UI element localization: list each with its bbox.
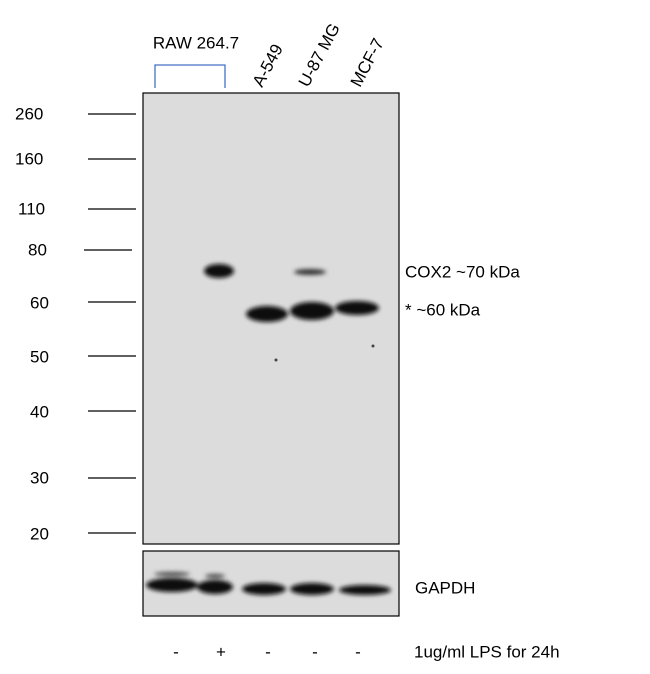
marker-label: 260 <box>15 104 43 123</box>
band-label: * ~60 kDa <box>405 300 481 319</box>
lane-label: U-87 MG <box>295 20 344 90</box>
treatment-sign: - <box>173 642 179 661</box>
bands <box>204 264 379 322</box>
treatment-sign: + <box>216 642 226 661</box>
marker-ladder: 260 160 110 80 60 50 40 30 20 <box>15 104 136 543</box>
band-label: COX2 ~70 kDa <box>405 262 520 281</box>
marker-label: 160 <box>15 149 43 168</box>
lane-label: A-549 <box>249 41 287 90</box>
lane-bracket <box>154 64 226 88</box>
treatment-sign: - <box>265 642 271 661</box>
marker-label: 50 <box>30 347 49 366</box>
treatment-label: 1ug/ml LPS for 24h <box>414 642 560 661</box>
marker-label: 20 <box>30 524 49 543</box>
treatment-sign: - <box>355 642 361 661</box>
marker-label: 110 <box>18 199 45 218</box>
marker-label: 80 <box>28 240 47 259</box>
loading-control-label: GAPDH <box>415 578 475 597</box>
marker-label: 30 <box>30 468 49 487</box>
treatment-sign: - <box>312 642 318 661</box>
lane-group-label: RAW 264.7 <box>153 33 239 52</box>
gapdh-bands <box>146 572 391 595</box>
marker-label: 60 <box>30 293 49 312</box>
marker-label: 40 <box>30 402 49 421</box>
lane-label: MCF-7 <box>347 35 388 90</box>
